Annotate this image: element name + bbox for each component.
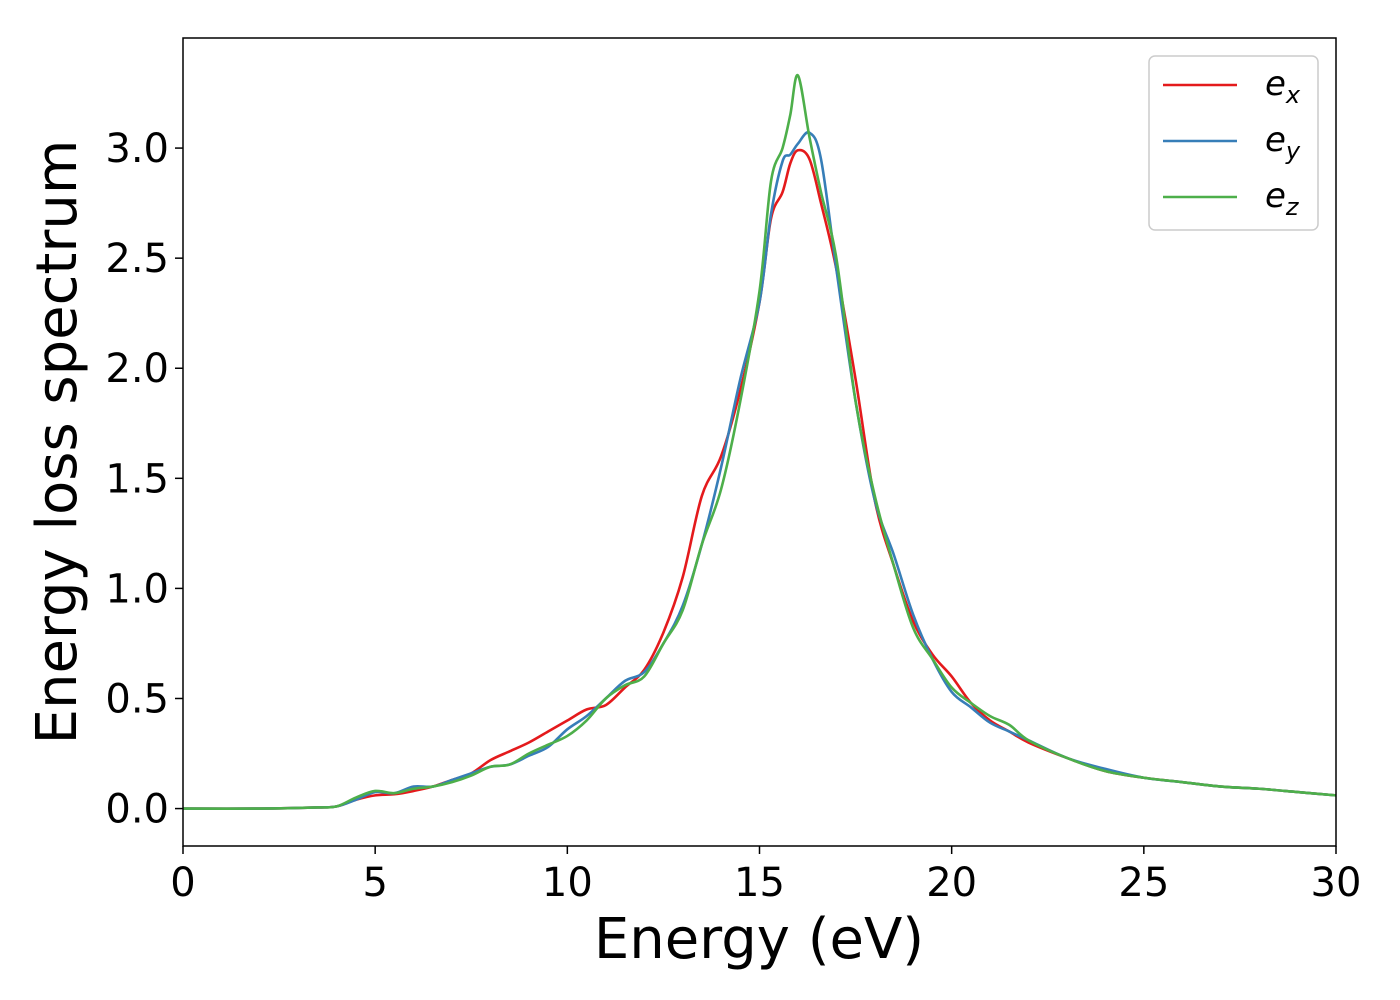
x-tick-label: 15 [734,860,785,906]
legend-label-e_y: ey [1265,120,1301,165]
y-tick-label: 3.0 [105,126,169,172]
legend-label-e_z: ez [1265,176,1300,221]
y-axis-ticks: 0.0 0.5 1.0 1.5 2.0 2.5 3.0 [105,126,183,833]
x-tick-label: 10 [542,860,593,906]
x-axis-ticks: 0 5 10 15 20 25 30 [170,846,1361,906]
axes-frame [182,37,1337,847]
legend-label-e_x: ex [1265,64,1301,109]
y-tick-label: 0.5 [105,676,169,722]
y-tick-label: 2.5 [105,236,169,282]
y-tick-label: 1.5 [105,456,169,502]
x-axis-title: Energy (eV) [594,907,924,972]
x-tick-label: 25 [1118,860,1169,906]
y-tick-label: 2.0 [105,346,169,392]
series-line-e_y [182,131,1337,810]
series-line-e_x [182,148,1337,810]
x-tick-label: 20 [926,860,977,906]
legend: ex ey ez [1148,55,1319,231]
x-tick-label: 0 [170,860,195,906]
plot-area [182,74,1337,810]
x-tick-label: 30 [1311,860,1362,906]
y-tick-label: 1.0 [105,566,169,612]
legend-box [1148,55,1319,231]
y-tick-label: 0.0 [105,787,169,833]
series-line-e_z [182,74,1337,810]
x-tick-label: 5 [362,860,387,906]
y-axis-title: Energy loss spectrum [25,140,90,745]
